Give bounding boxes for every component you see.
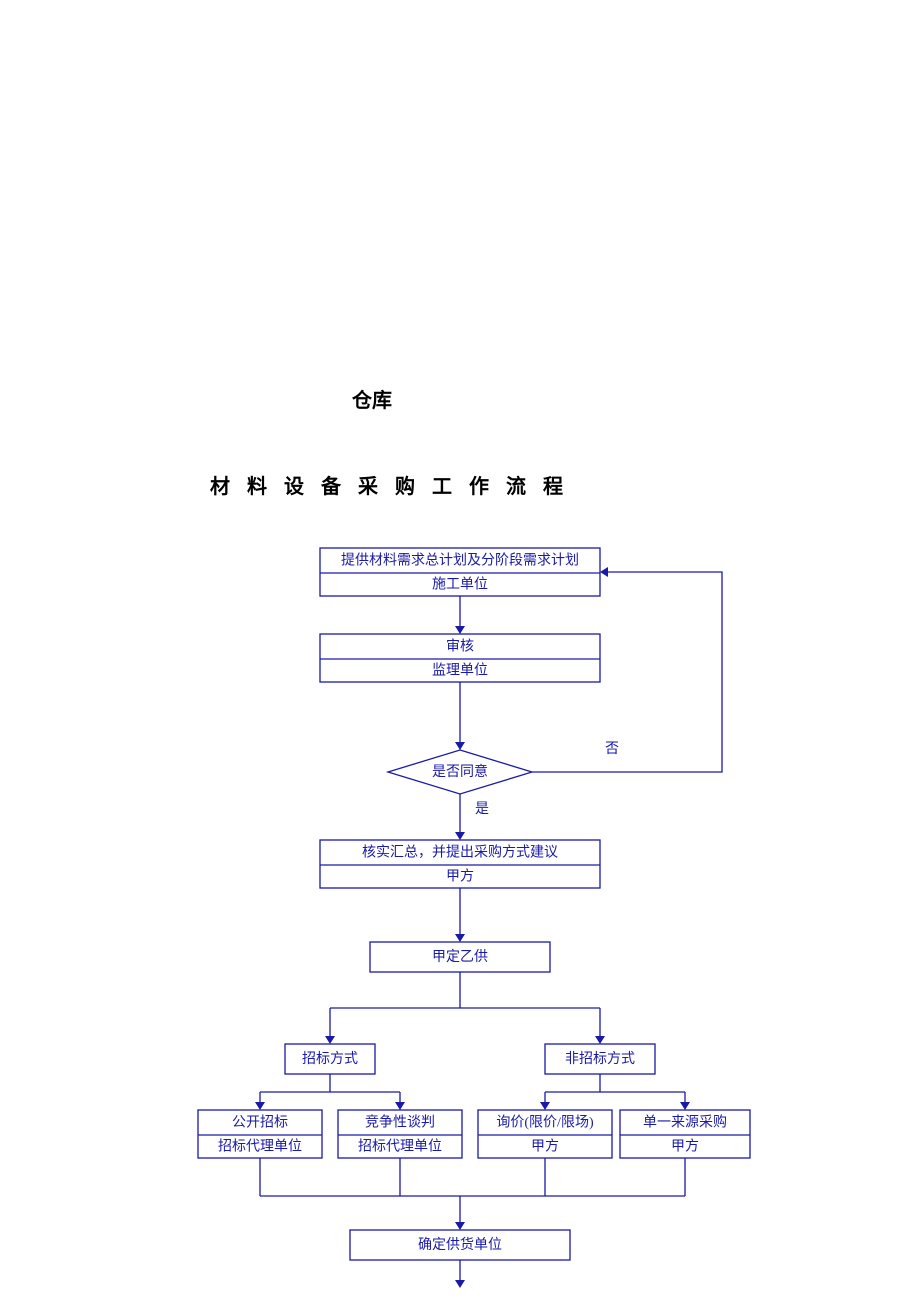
flowchart-svg: 提供材料需求总计划及分阶段需求计划施工单位审核监理单位是否同意 否是核实汇总，并提…: [0, 0, 920, 1302]
arrowhead: [325, 1036, 335, 1044]
decision-agree-label: 是否同意: [432, 763, 488, 780]
node-verify-summary-bot: 甲方: [446, 869, 474, 885]
arrowhead: [600, 567, 608, 577]
node-negotiation-top: 竞争性谈判: [365, 1114, 435, 1131]
label-yes: 是: [475, 802, 489, 817]
node-provide-plan-bot: 施工单位: [432, 577, 488, 593]
arrowhead: [455, 1222, 465, 1230]
node-inquiry-top: 询价(限价/限场): [496, 1115, 594, 1131]
arrowhead: [680, 1102, 690, 1110]
node-determine-supplier-label: 确定供货单位: [418, 1236, 502, 1253]
node-review-bot: 监理单位: [432, 663, 488, 679]
node-verify-summary-top: 核实汇总，并提出采购方式建议: [362, 845, 558, 861]
node-bidding-label: 招标方式: [302, 1051, 358, 1067]
arrowhead: [455, 742, 465, 750]
node-non-bidding-label: 非招标方式: [565, 1051, 635, 1067]
arrowhead: [455, 1280, 465, 1288]
arrowhead: [540, 1102, 550, 1110]
node-open-bid-bot: 招标代理单位: [218, 1139, 302, 1155]
arrowhead: [455, 832, 465, 840]
arrowhead: [595, 1036, 605, 1044]
node-negotiation-bot: 招标代理单位: [358, 1139, 442, 1155]
arrowhead: [395, 1102, 405, 1110]
page: 仓库 材 料 设 备 采 购 工 作 流 程 提供材料需求总计划及分阶段需求计划…: [0, 0, 920, 1302]
node-open-bid-top: 公开招标: [232, 1115, 288, 1131]
arrowhead: [455, 626, 465, 634]
node-jiading-label: 甲定乙供: [432, 949, 488, 965]
node-inquiry-bot: 甲方: [531, 1139, 559, 1155]
node-single-source-bot: 甲方: [671, 1139, 699, 1155]
arrowhead: [255, 1102, 265, 1110]
node-single-source-top: 单一来源采购: [643, 1115, 727, 1131]
arrowhead: [455, 934, 465, 942]
node-review-top: 审核: [446, 639, 474, 655]
node-provide-plan-top: 提供材料需求总计划及分阶段需求计划: [341, 553, 579, 569]
label-no: 否: [605, 742, 619, 757]
connector: [532, 572, 722, 772]
